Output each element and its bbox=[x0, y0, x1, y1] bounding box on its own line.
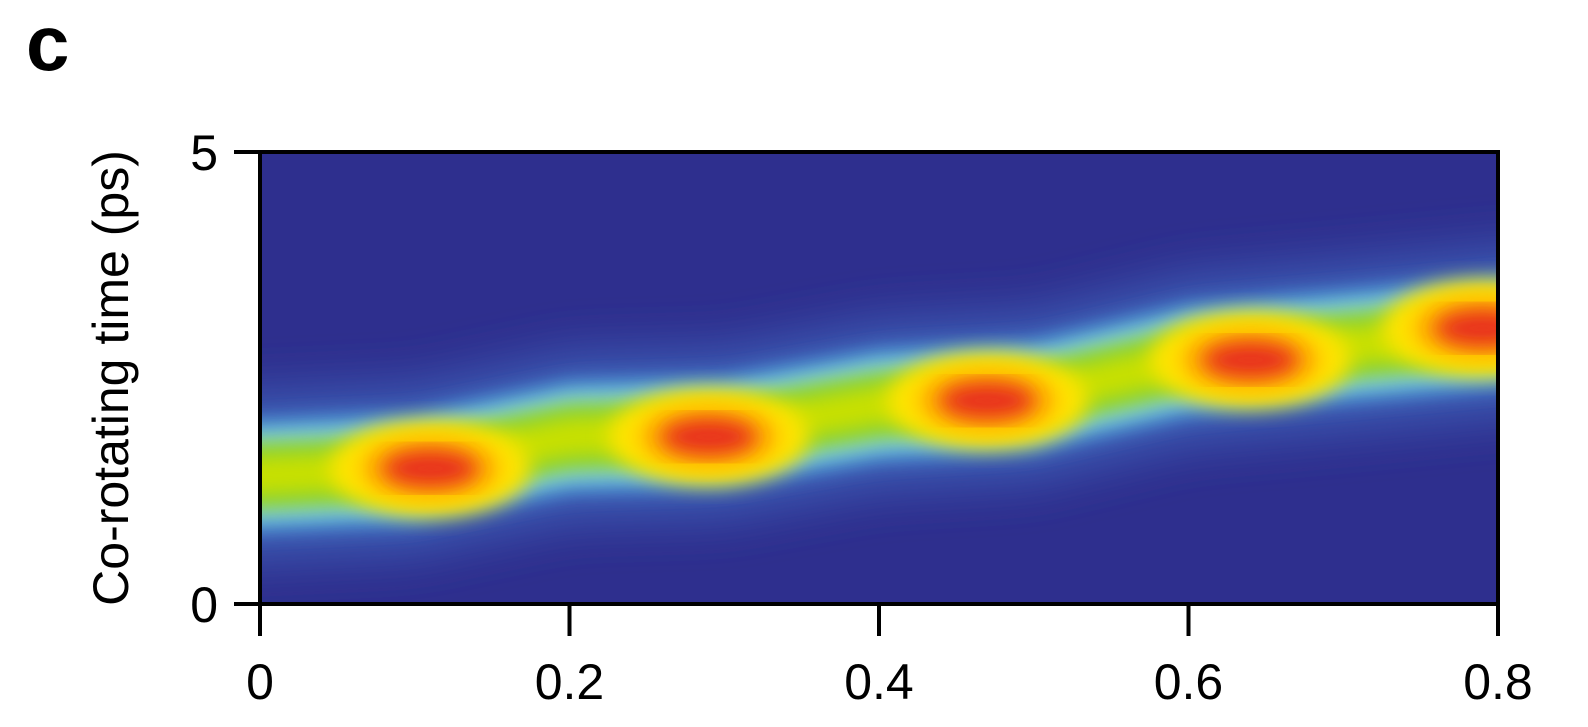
heatmap-plot-area bbox=[260, 152, 1498, 604]
x-tick-label: 0.4 bbox=[844, 654, 914, 710]
y-axis-label: Co-rotating time (ps) bbox=[83, 150, 139, 606]
x-tick-label: 0 bbox=[246, 654, 274, 710]
x-tick-label: 0.8 bbox=[1463, 654, 1533, 710]
peak-core bbox=[382, 449, 479, 488]
panel-label: c bbox=[26, 0, 70, 87]
peak-core bbox=[1202, 340, 1299, 379]
y-tick-label: 0 bbox=[190, 577, 218, 633]
x-tick-label: 0.2 bbox=[535, 654, 605, 710]
x-tick-label: 0.6 bbox=[1154, 654, 1224, 710]
peak-core bbox=[939, 381, 1036, 420]
peak-core bbox=[660, 417, 757, 456]
peak-core bbox=[1434, 309, 1498, 348]
y-tick-label: 5 bbox=[190, 125, 218, 181]
